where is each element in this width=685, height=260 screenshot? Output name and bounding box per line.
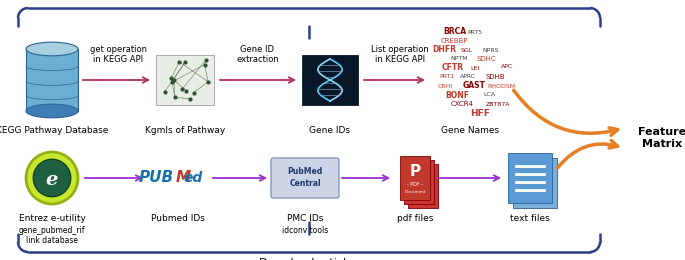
FancyBboxPatch shape <box>513 158 557 208</box>
Circle shape <box>34 159 71 197</box>
Text: APRC: APRC <box>460 75 476 80</box>
Text: SDHB: SDHB <box>485 74 505 80</box>
Text: KEGG Pathway Database: KEGG Pathway Database <box>0 126 108 135</box>
Text: e: e <box>46 171 58 189</box>
FancyBboxPatch shape <box>508 153 552 203</box>
Ellipse shape <box>26 104 78 118</box>
FancyBboxPatch shape <box>156 55 214 105</box>
Text: NPRS: NPRS <box>482 48 499 53</box>
Text: Download articles: Download articles <box>259 258 359 260</box>
Text: PRT5: PRT5 <box>468 29 483 35</box>
Text: gene_pubmed_rif
link database: gene_pubmed_rif link database <box>18 226 85 245</box>
Text: Document: Document <box>404 190 425 194</box>
Text: CRHI: CRHI <box>438 83 453 88</box>
Text: Kgmls of Pathway: Kgmls of Pathway <box>145 126 225 135</box>
Text: CFTR: CFTR <box>442 63 464 73</box>
FancyBboxPatch shape <box>400 156 430 200</box>
Text: Central: Central <box>289 179 321 188</box>
Text: List operation
in KEGG API: List operation in KEGG API <box>371 45 429 64</box>
Text: GAST: GAST <box>462 81 486 90</box>
Text: CREBBP: CREBBP <box>441 38 469 44</box>
Text: Gene ID
extraction: Gene ID extraction <box>236 45 279 64</box>
Text: LCA: LCA <box>483 93 495 98</box>
Text: PRT1: PRT1 <box>440 75 455 80</box>
Text: SDHC: SDHC <box>476 56 496 62</box>
Text: Gene IDs: Gene IDs <box>310 126 351 135</box>
Text: Gene Names: Gene Names <box>441 126 499 135</box>
Text: DHFR: DHFR <box>432 46 456 55</box>
Text: get operation
in KEGG API: get operation in KEGG API <box>90 45 147 64</box>
Text: BONF: BONF <box>445 90 469 100</box>
Text: BRCA: BRCA <box>443 28 466 36</box>
Text: HFF: HFF <box>470 108 490 118</box>
Text: - PDF -: - PDF - <box>407 181 423 186</box>
Circle shape <box>26 152 78 204</box>
Text: Entrez e-utility: Entrez e-utility <box>18 214 86 223</box>
Text: APC: APC <box>501 64 513 69</box>
FancyBboxPatch shape <box>408 164 438 208</box>
Text: ZBT87A: ZBT87A <box>486 101 510 107</box>
Ellipse shape <box>26 42 78 56</box>
Text: NPTM: NPTM <box>450 56 468 62</box>
Text: idconv tools: idconv tools <box>282 226 328 235</box>
FancyBboxPatch shape <box>404 160 434 204</box>
Text: CXCR4: CXCR4 <box>451 101 473 107</box>
FancyBboxPatch shape <box>302 55 358 105</box>
Text: Pubmed IDs: Pubmed IDs <box>151 214 205 223</box>
Text: ed: ed <box>184 171 203 185</box>
Text: RHODSM: RHODSM <box>487 83 515 88</box>
Text: SGL: SGL <box>461 48 473 53</box>
Text: Extract Gene Names: Extract Gene Names <box>251 0 366 2</box>
Bar <box>26 49 78 111</box>
Text: P: P <box>410 165 421 179</box>
Text: PMC IDs: PMC IDs <box>287 214 323 223</box>
Text: M: M <box>176 171 191 185</box>
FancyBboxPatch shape <box>271 158 339 198</box>
Text: text files: text files <box>510 214 550 223</box>
Text: PubMed: PubMed <box>288 167 323 177</box>
Text: PUB: PUB <box>139 171 174 185</box>
Text: LEI: LEI <box>471 66 479 70</box>
Text: Feature
Matrix: Feature Matrix <box>638 127 685 149</box>
Text: pdf files: pdf files <box>397 214 433 223</box>
